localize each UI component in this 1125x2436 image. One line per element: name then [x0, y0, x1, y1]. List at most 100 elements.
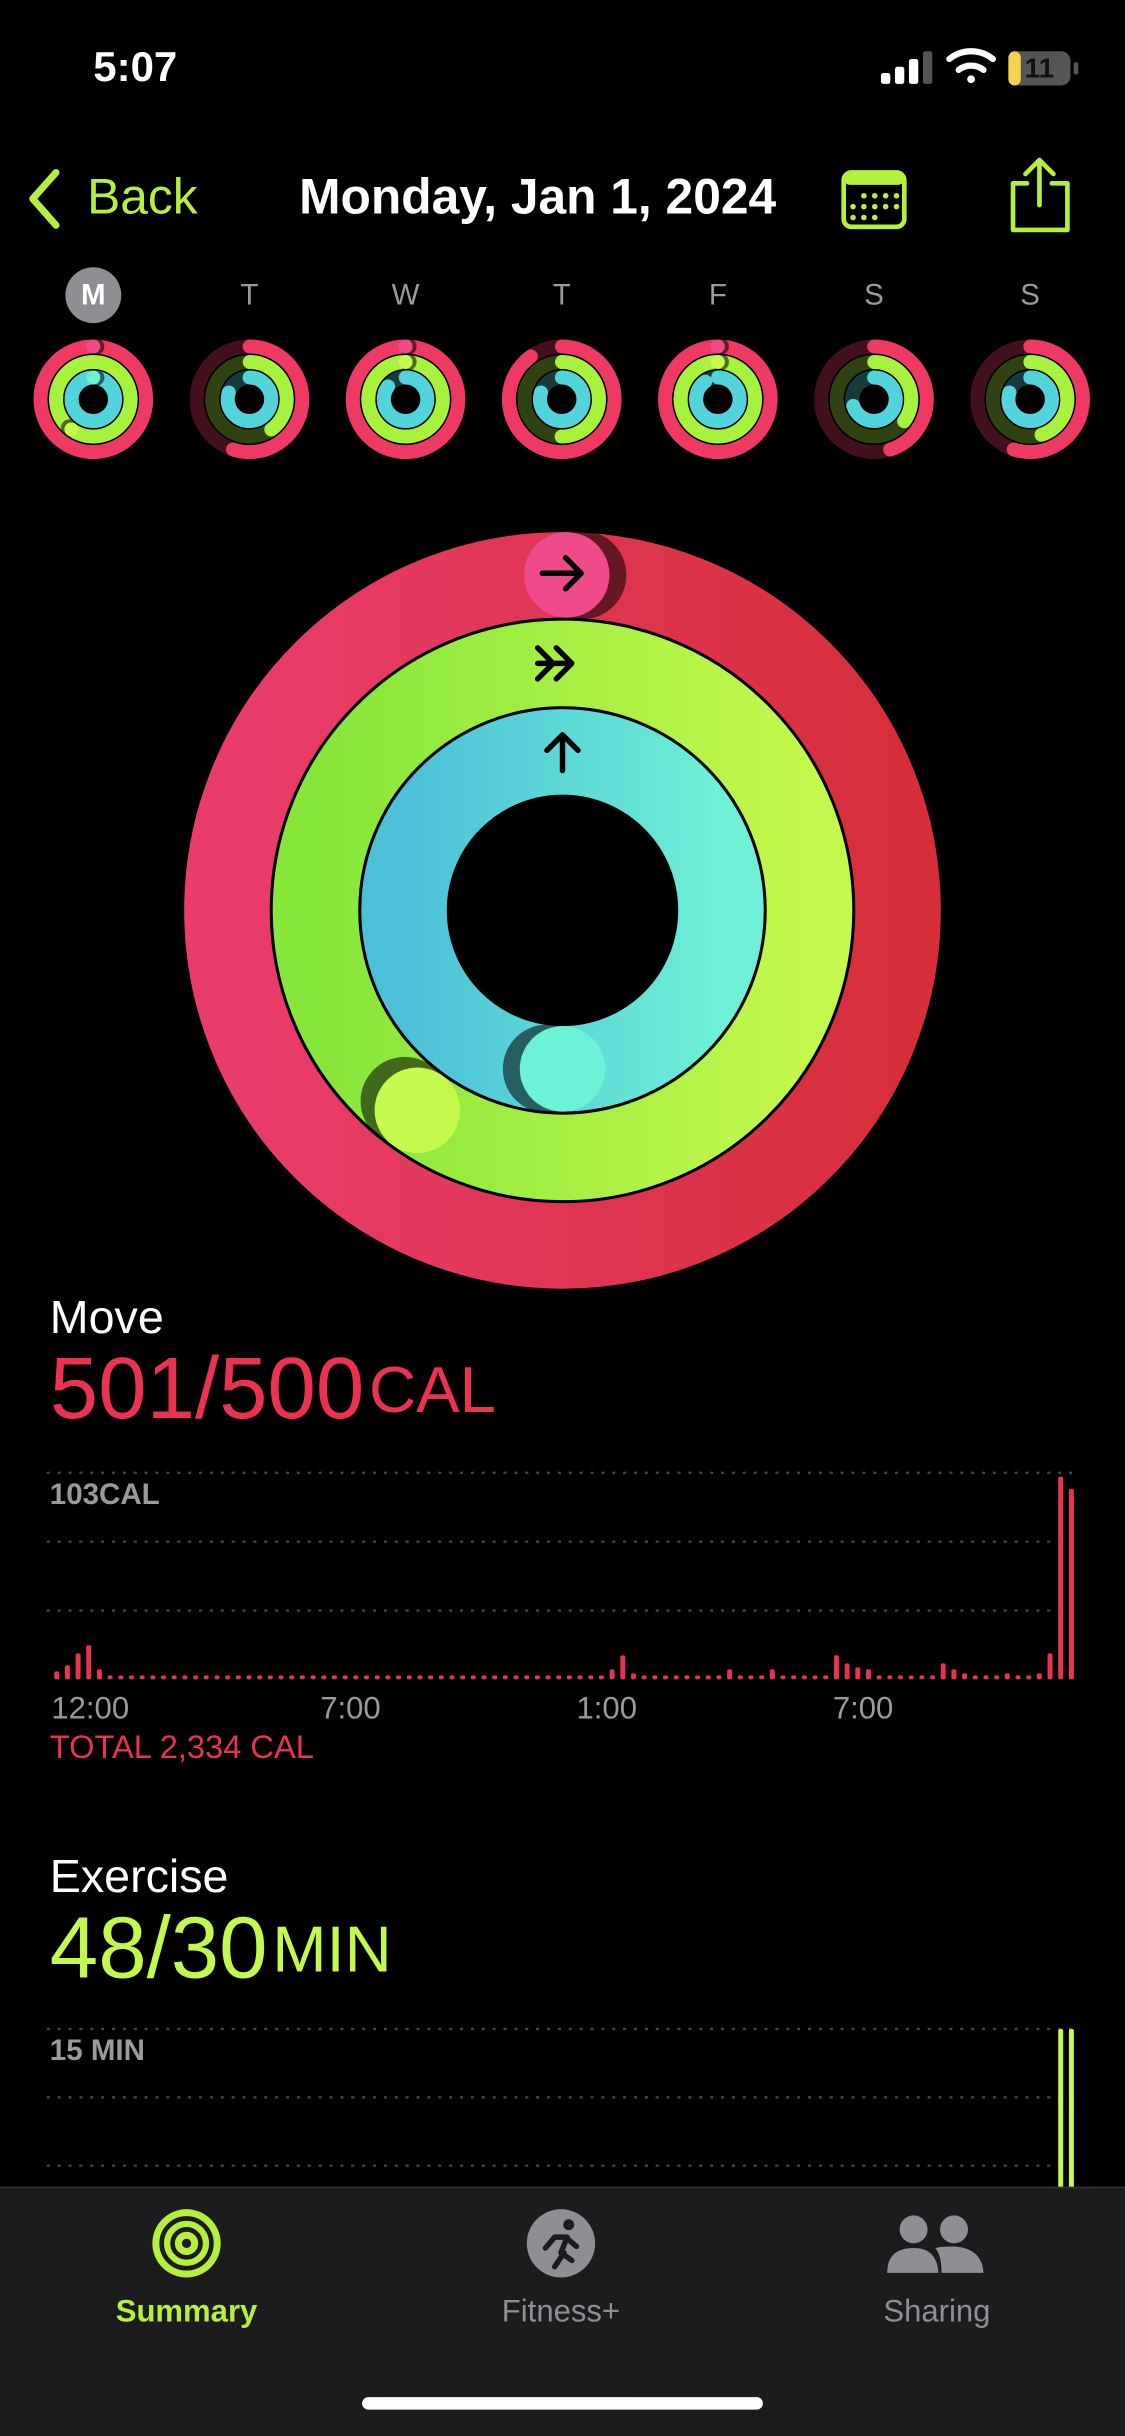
battery-icon: 11 — [1008, 51, 1079, 86]
bar — [299, 1675, 305, 1680]
bar — [86, 1645, 92, 1680]
metric-label: Move — [50, 1291, 164, 1343]
bar — [321, 1675, 327, 1680]
metric-unit: CAL — [369, 1353, 496, 1426]
bar — [844, 1663, 850, 1680]
bar — [951, 1669, 957, 1680]
metric-value: 48/30 — [50, 1899, 268, 1996]
bar — [962, 1673, 968, 1680]
tab-label[interactable]: Sharing — [883, 2293, 990, 2328]
ring-cap — [86, 370, 101, 385]
ring-cap — [519, 1026, 606, 1112]
x-tick-label: 7:00 — [320, 1691, 380, 1726]
ring-cap — [398, 339, 413, 354]
bar — [278, 1675, 284, 1680]
ring-cap — [64, 422, 79, 437]
metric-value: 501/500 — [50, 1340, 364, 1437]
ring-cap — [710, 339, 725, 354]
ring-arc — [205, 354, 294, 444]
day-letter: T — [240, 279, 258, 312]
back-chevron — [29, 168, 60, 229]
bar — [235, 1675, 241, 1680]
bar — [663, 1675, 669, 1680]
back-label[interactable]: Back — [87, 169, 198, 225]
day-letter: T — [553, 279, 571, 312]
ring-arc — [501, 339, 622, 460]
bar — [652, 1675, 658, 1680]
bar — [940, 1663, 946, 1680]
x-tick-label: 1:00 — [577, 1691, 637, 1726]
ring-arc — [814, 339, 934, 460]
bar — [823, 1675, 829, 1680]
bar — [727, 1669, 733, 1680]
bar — [203, 1675, 209, 1680]
signal-icon — [880, 51, 933, 84]
bar — [620, 1655, 626, 1680]
bar — [898, 1675, 903, 1680]
bar — [673, 1675, 679, 1680]
ring-arc — [970, 339, 1090, 460]
bar — [502, 1675, 508, 1680]
sharing-icon — [887, 2215, 984, 2273]
bar — [310, 1675, 316, 1680]
home-indicator — [362, 2397, 763, 2410]
bar — [363, 1675, 369, 1680]
bar — [556, 1675, 562, 1680]
bar — [1068, 1488, 1074, 1680]
bar — [182, 1675, 188, 1680]
ring-arc — [829, 354, 919, 444]
y-tick-label: 15 MIN — [50, 2034, 145, 2067]
bar — [214, 1675, 220, 1680]
bar — [54, 1671, 60, 1680]
bar — [545, 1675, 551, 1680]
activity-rings — [184, 530, 941, 1289]
bar — [833, 1655, 839, 1680]
x-tick-label: 12:00 — [51, 1691, 129, 1726]
share-button[interactable] — [1010, 157, 1070, 233]
bar — [481, 1675, 487, 1680]
day-selected — [65, 267, 122, 324]
move-arrow — [539, 555, 584, 592]
x-tick-label: 7:00 — [833, 1691, 893, 1726]
bar — [865, 1669, 871, 1680]
metric-amount: 48/30 MIN — [50, 1899, 392, 1996]
bar — [759, 1675, 765, 1680]
day-letter: S — [864, 279, 884, 312]
calendar-button[interactable] — [841, 170, 907, 230]
bar — [630, 1673, 636, 1680]
bar — [534, 1675, 540, 1680]
ring-arc — [985, 354, 1075, 444]
status-time: 5:07 — [93, 43, 177, 90]
tab-bar: Summary Fitness+ Sharing — [0, 2186, 1125, 2436]
ring-arc — [49, 354, 138, 444]
bar — [716, 1675, 722, 1680]
bar — [609, 1669, 615, 1680]
ring-cap — [398, 354, 413, 369]
bar — [289, 1675, 295, 1680]
tab-label[interactable]: Fitness+ — [502, 2293, 620, 2328]
y-tick-label: 103CAL — [50, 1478, 160, 1511]
bar — [1004, 1673, 1010, 1680]
day-letter: F — [709, 279, 727, 312]
stand-arrow — [544, 732, 581, 774]
metric-unit: MIN — [272, 1913, 392, 1986]
bar — [513, 1675, 519, 1680]
ring-arc — [1001, 370, 1059, 429]
bar — [417, 1675, 423, 1680]
bar — [75, 1653, 81, 1680]
ring-cap — [374, 1067, 461, 1153]
ring-arc — [689, 370, 747, 429]
tab-label[interactable]: Summary — [116, 2293, 258, 2328]
ring-arc — [189, 339, 310, 460]
bar — [96, 1669, 102, 1680]
bar — [737, 1675, 743, 1680]
bar — [876, 1675, 882, 1680]
bar — [748, 1675, 754, 1680]
bar — [524, 1675, 530, 1680]
back-button[interactable]: Back — [29, 168, 198, 229]
move-total: TOTAL 2,334 CAL — [50, 1728, 314, 1765]
bar — [449, 1675, 455, 1680]
